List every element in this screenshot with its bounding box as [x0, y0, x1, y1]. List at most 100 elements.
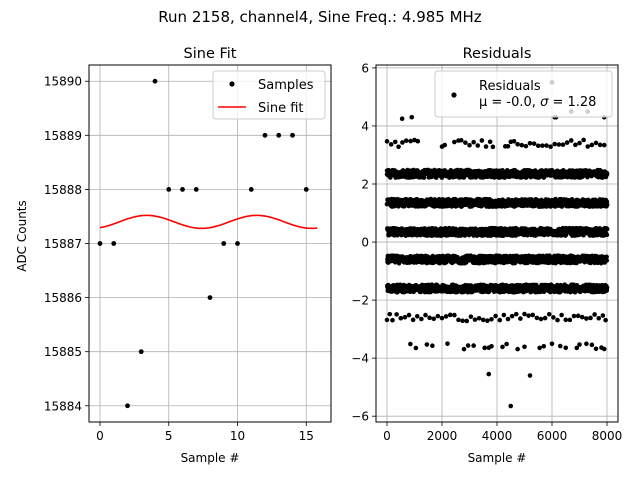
residual-point — [398, 315, 404, 321]
legend-residuals-marker — [451, 92, 457, 98]
sample-point — [290, 132, 295, 138]
legend-stats-sigma-symbol: σ — [540, 95, 549, 110]
residual-point — [447, 312, 453, 318]
y-tick-label: 15887 — [44, 237, 82, 251]
residual-point — [523, 143, 529, 149]
residual-point — [414, 313, 420, 319]
residuals-legend: Residuals μ = -0.0, σ = 1.28 — [434, 70, 613, 118]
residual-point — [475, 143, 481, 148]
residual-point — [402, 314, 408, 320]
sample-point — [166, 187, 172, 192]
residual-outlier — [399, 116, 405, 121]
residual-point — [549, 341, 555, 347]
x-tick-label: 4000 — [482, 429, 513, 443]
residual-outlier — [409, 114, 415, 120]
x-tick-label: 5 — [165, 429, 173, 443]
residual-point — [464, 318, 470, 324]
legend-sine-fit-label: Sine fit — [258, 101, 304, 116]
residual-point — [439, 315, 445, 321]
residual-point — [489, 343, 494, 349]
residual-point — [593, 140, 599, 146]
residual-point — [557, 343, 563, 349]
residual-point — [584, 341, 589, 347]
residual-point — [505, 316, 511, 322]
residual-point — [485, 318, 490, 323]
residual-point — [527, 140, 533, 146]
residual-point — [551, 315, 556, 320]
sample-point — [248, 187, 254, 192]
residuals-title: Residuals — [463, 46, 532, 62]
y-tick-label: −6 — [351, 410, 369, 424]
residual-point — [577, 342, 582, 347]
residual-point — [604, 285, 610, 290]
residual-point — [490, 144, 496, 150]
sine-fit-x-axis-label: Sample # — [181, 451, 240, 465]
residual-point — [483, 144, 489, 149]
residual-point — [471, 343, 476, 348]
residual-point — [537, 345, 542, 351]
residual-point — [388, 142, 394, 147]
residual-point — [387, 311, 393, 317]
residual-point — [534, 315, 540, 321]
residual-point — [460, 318, 465, 324]
residual-outlier — [527, 373, 533, 378]
residual-point — [597, 142, 603, 148]
residual-point — [574, 345, 580, 351]
residual-point — [461, 346, 467, 352]
y-tick-label: 15886 — [44, 291, 82, 305]
residual-point — [423, 312, 428, 318]
residual-point — [559, 312, 564, 318]
residual-point — [493, 313, 498, 319]
residual-point — [515, 141, 520, 147]
x-tick-label: 10 — [230, 429, 245, 443]
residual-point — [589, 342, 595, 348]
sample-point — [221, 241, 227, 246]
residual-point — [435, 313, 441, 319]
residual-point — [601, 142, 607, 148]
residual-point — [489, 317, 494, 322]
residual-point — [430, 343, 435, 349]
residual-point — [431, 316, 437, 322]
residuals-marks — [384, 80, 610, 409]
legend-samples-label: Samples — [258, 78, 314, 93]
residuals-axes-frame — [375, 64, 619, 423]
y-tick-label: 6 — [361, 61, 369, 75]
y-tick-label: 15885 — [44, 345, 82, 359]
residual-point — [403, 138, 409, 143]
figure-suptitle: Run 2158, channel4, Sine Freq.: 4.985 MH… — [158, 8, 482, 26]
residual-point — [465, 343, 471, 348]
residual-point — [400, 140, 405, 145]
y-tick-label: −2 — [351, 294, 369, 308]
residual-point — [443, 314, 449, 319]
sample-point — [180, 187, 185, 192]
sample-point — [276, 132, 282, 138]
y-tick-label: 2 — [361, 178, 369, 192]
residual-point — [501, 312, 507, 318]
residual-point — [384, 317, 390, 323]
residuals-legend-box — [434, 70, 613, 118]
residual-point — [542, 315, 548, 321]
residual-point — [564, 140, 570, 145]
residual-point — [589, 142, 595, 148]
residual-point — [600, 313, 606, 318]
residuals-x-axis-label: Sample # — [468, 451, 527, 465]
sine-fit-panel: Sine Fit Sample # ADC Counts 0 5 10 15 15884… — [15, 46, 332, 465]
residual-point — [567, 317, 573, 323]
residual-point — [394, 312, 399, 317]
residual-point — [463, 140, 468, 145]
residual-point — [579, 314, 585, 320]
y-tick-label: 15890 — [44, 75, 82, 89]
residual-point — [505, 143, 511, 149]
residual-point — [511, 138, 517, 144]
residual-point — [471, 139, 476, 145]
y-tick-label: −4 — [351, 352, 369, 366]
sample-point — [138, 349, 144, 355]
residual-point — [535, 143, 541, 149]
residual-point — [603, 317, 608, 323]
residual-point — [546, 311, 552, 317]
residual-point — [408, 138, 413, 144]
residual-point — [519, 142, 525, 148]
sample-point — [111, 241, 117, 246]
residual-point — [472, 317, 478, 322]
